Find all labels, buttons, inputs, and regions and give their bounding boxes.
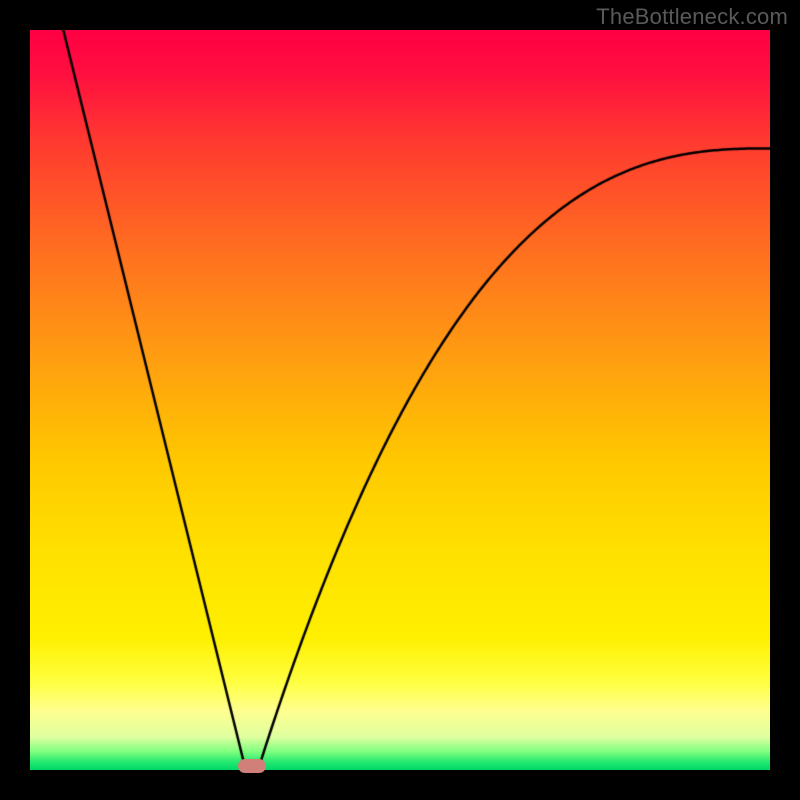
bottleneck-curve-chart — [30, 30, 770, 770]
watermark-text: TheBottleneck.com — [596, 4, 788, 30]
curve-minimum-marker — [238, 759, 266, 773]
plot-frame — [30, 30, 770, 770]
